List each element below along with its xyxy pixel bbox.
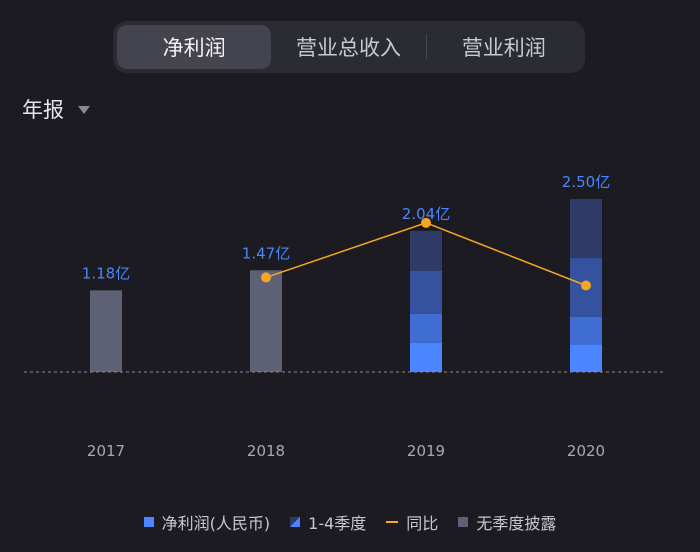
bar-2019-q2[interactable] xyxy=(410,313,442,343)
period-selector[interactable]: 年报 xyxy=(22,94,90,124)
x-tick-2019: 2019 xyxy=(407,442,445,460)
yoy-point-2019[interactable] xyxy=(421,217,431,228)
bar-2019-q1[interactable] xyxy=(410,342,442,372)
legend-net-profit[interactable]: 净利润(人民币) xyxy=(143,510,271,534)
yoy-point-2020[interactable] xyxy=(581,280,591,291)
metric-tabs: 净利润 营业总收入 营业利润 xyxy=(113,21,585,73)
bar-2017[interactable] xyxy=(90,290,122,372)
legend-no-quarter[interactable]: 无季度披露 xyxy=(458,510,556,534)
tab-operating-profit[interactable]: 营业利润 xyxy=(461,36,546,60)
value-label-2018: 1.47亿 xyxy=(242,244,290,262)
legend-label: 同比 xyxy=(406,514,439,533)
bar-2019-q4[interactable] xyxy=(410,230,442,271)
x-tick-2020: 2020 xyxy=(567,442,605,460)
legend-yoy[interactable]: 同比 xyxy=(386,510,438,534)
legend-label: 无季度披露 xyxy=(476,514,557,533)
tab-net-profit[interactable]: 净利润 xyxy=(117,25,272,69)
value-label-2019: 2.04亿 xyxy=(402,205,450,223)
yoy-point-2018[interactable] xyxy=(261,272,271,283)
bar-2020-q4[interactable] xyxy=(570,199,602,258)
tab-divider xyxy=(425,34,427,60)
chart-legend: 净利润(人民币) 1-4季度 同比 无季度披露 xyxy=(0,510,700,534)
chevron-down-icon xyxy=(78,106,90,114)
legend-label: 净利润(人民币) xyxy=(161,514,271,533)
legend-label: 1-4季度 xyxy=(308,514,367,533)
x-tick-2017: 2017 xyxy=(87,442,125,460)
legend-swatch-no-quarter xyxy=(458,517,469,527)
period-label: 年报 xyxy=(22,98,64,122)
bar-2020-q2[interactable] xyxy=(570,316,602,345)
legend-quarters[interactable]: 1-4季度 xyxy=(290,510,366,534)
value-label-2020: 2.50亿 xyxy=(562,173,610,191)
legend-swatch-net-profit xyxy=(143,517,154,527)
legend-swatch-quarters xyxy=(290,517,301,527)
value-label-2017: 1.18亿 xyxy=(82,264,130,282)
legend-swatch-yoy xyxy=(386,521,399,523)
bar-2018[interactable] xyxy=(250,270,282,372)
x-tick-2018: 2018 xyxy=(247,442,285,460)
bar-2019-q3[interactable] xyxy=(410,270,442,314)
tab-total-revenue[interactable]: 营业总收入 xyxy=(295,36,401,60)
net-profit-chart: 1.18亿 1.47亿 2.04亿 2.50亿 2017 2018 2019 2020 xyxy=(24,173,665,460)
bar-2020-q1[interactable] xyxy=(570,344,602,372)
